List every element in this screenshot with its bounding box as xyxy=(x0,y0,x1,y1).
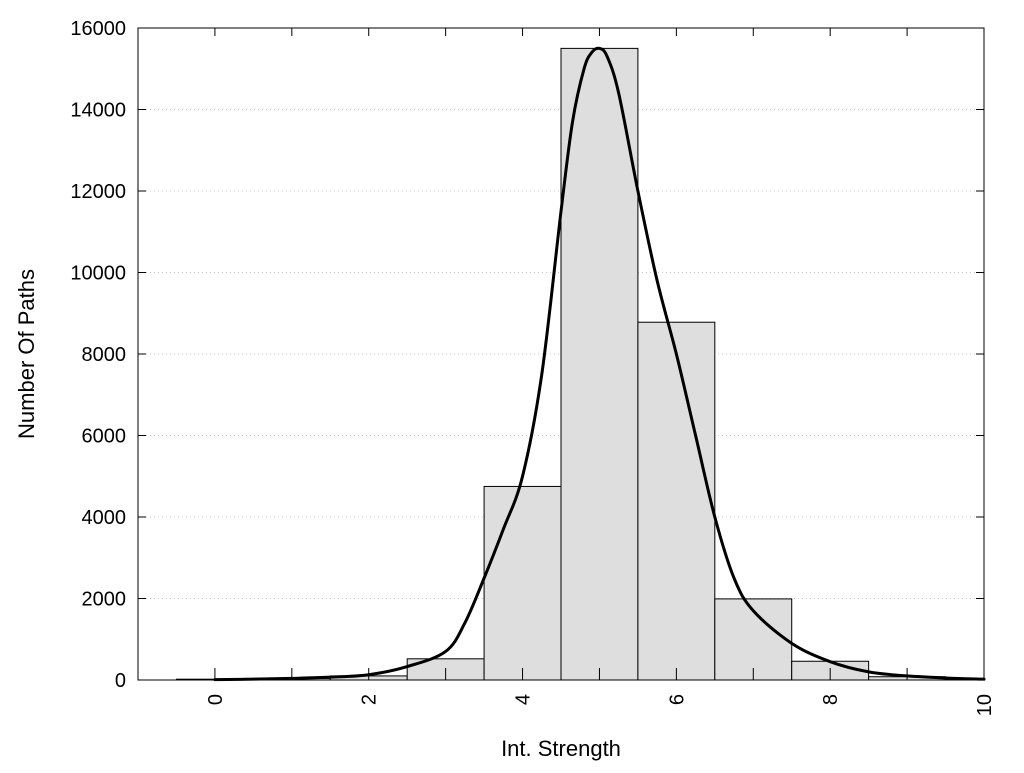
histogram-bar-6 xyxy=(637,321,716,681)
density-curve-layer xyxy=(213,46,986,682)
y-tick-label-2: 4000 xyxy=(82,507,127,529)
y-tick-label-6: 12000 xyxy=(70,181,126,203)
tick-labels: 0 2000 4000 6000 8000 10000 12000 14000 16000 0 2 4… xyxy=(70,18,996,716)
x-tick-label-3: 6 xyxy=(666,694,688,705)
y-tick-label-5: 10000 xyxy=(70,263,126,285)
x-tick-label-5: 10 xyxy=(974,694,996,716)
axis-ticks xyxy=(138,27,985,681)
grid-lines xyxy=(138,109,984,599)
histogram-bar-5 xyxy=(560,47,639,681)
x-tick-label-2: 4 xyxy=(513,694,535,705)
y-tick-label-3: 6000 xyxy=(82,426,127,448)
x-axis-title: Int. Strength xyxy=(501,736,621,761)
y-axis-title: Number Of Paths xyxy=(14,269,39,439)
y-tick-label-1: 2000 xyxy=(82,589,127,611)
x-tick-label-0: 0 xyxy=(205,694,227,705)
x-tick-label-1: 2 xyxy=(359,694,381,705)
x-tick-label-4: 8 xyxy=(820,694,842,705)
histogram-bar-4 xyxy=(483,485,562,681)
density-curve xyxy=(213,46,986,682)
histogram-bars xyxy=(175,47,985,681)
y-tick-label-8: 16000 xyxy=(70,18,126,40)
y-tick-label-7: 14000 xyxy=(70,100,126,122)
y-tick-label-0: 0 xyxy=(115,670,126,692)
y-tick-label-4: 8000 xyxy=(82,344,127,366)
